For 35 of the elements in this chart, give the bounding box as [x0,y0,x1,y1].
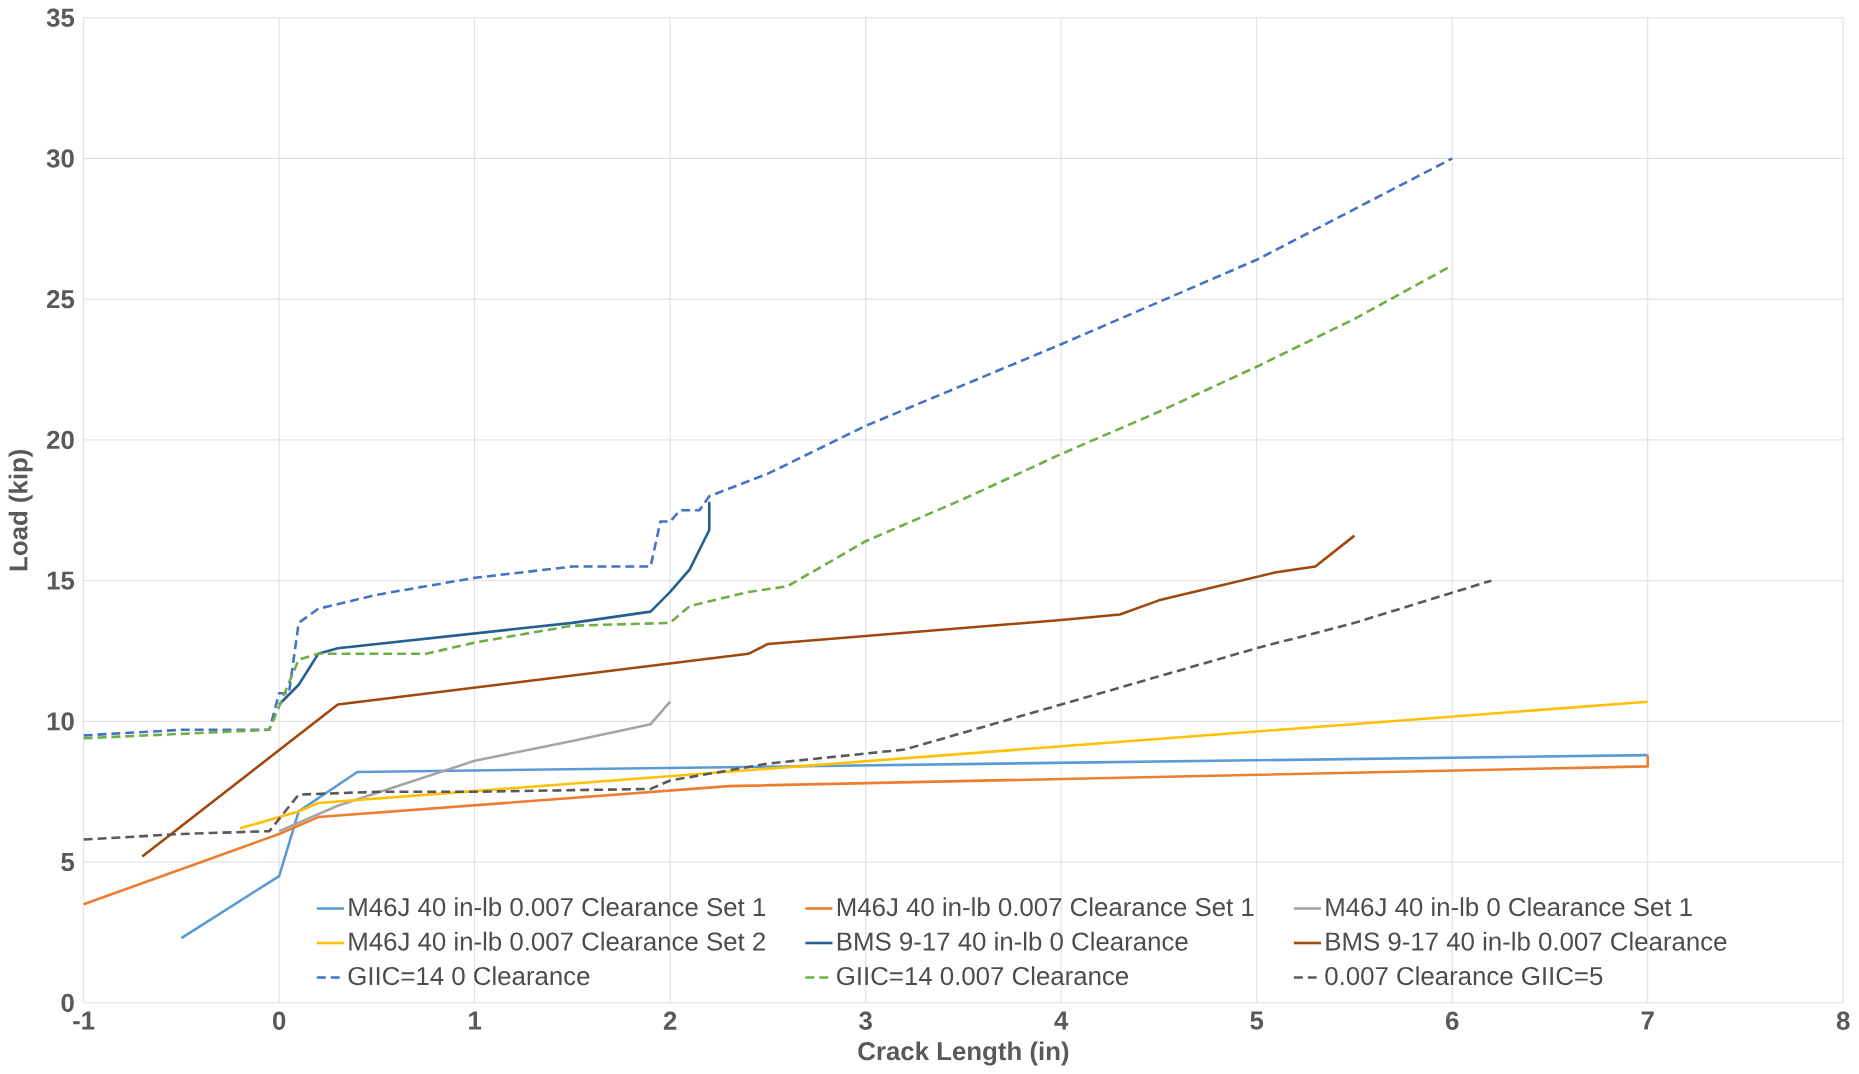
legend-label: GIIC=14 0 Clearance [348,966,590,986]
line-series [238,700,1649,830]
x-tick-label: 8 [1836,1011,1850,1030]
x-tick-label: 2 [663,1011,677,1030]
y-axis-title: Load (kip) [8,449,33,571]
legend-label: GIIC=14 0.007 Clearance [837,966,1129,986]
legend-label: M46J 40 in-lb 0.007 Clearance Set 2 [349,931,765,951]
line-series [141,534,1356,858]
x-tick-label: 7 [1641,1011,1654,1030]
line-series [277,500,711,706]
x-tick-label: 5 [1250,1011,1264,1030]
y-tick-label: 25 [47,289,75,309]
x-axis-title: Crack Length (in) [858,1041,1069,1066]
legend-label: BMS 9-17 40 in-lb 0.007 Clearance [1326,931,1727,951]
x-tick-label: 6 [1445,1011,1459,1030]
line-series [82,579,1493,841]
y-tick-label: 20 [47,430,74,449]
y-tick-label: 0 [61,993,74,1012]
x-tick-label: 3 [859,1011,872,1030]
x-tick-label: 1 [469,1011,482,1030]
legend-label: BMS 9-17 40 in-lb 0 Clearance [837,931,1188,951]
line-series [277,700,672,833]
legend-label: 0.007 Clearance GIIC=5 [1325,966,1603,986]
line-series [82,157,1454,737]
legend-label: M46J 40 in-lb 0 Clearance Set 1 [1326,897,1692,917]
x-tick-label: -1 [73,1011,95,1030]
y-tick-label: 35 [46,8,75,27]
x-tick-label: 4 [1054,1011,1069,1030]
y-tick-label: 10 [47,712,74,731]
y-tick-label: 15 [47,571,75,590]
legend-label: M46J 40 in-lb 0.007 Clearance Set 1 [837,897,1254,917]
legend-label: M46J 40 in-lb 0.007 Clearance Set 1 [349,897,765,917]
x-tick-label: 0 [273,1011,286,1030]
y-tick-label: 30 [46,149,74,168]
y-tick-label: 5 [61,853,75,872]
